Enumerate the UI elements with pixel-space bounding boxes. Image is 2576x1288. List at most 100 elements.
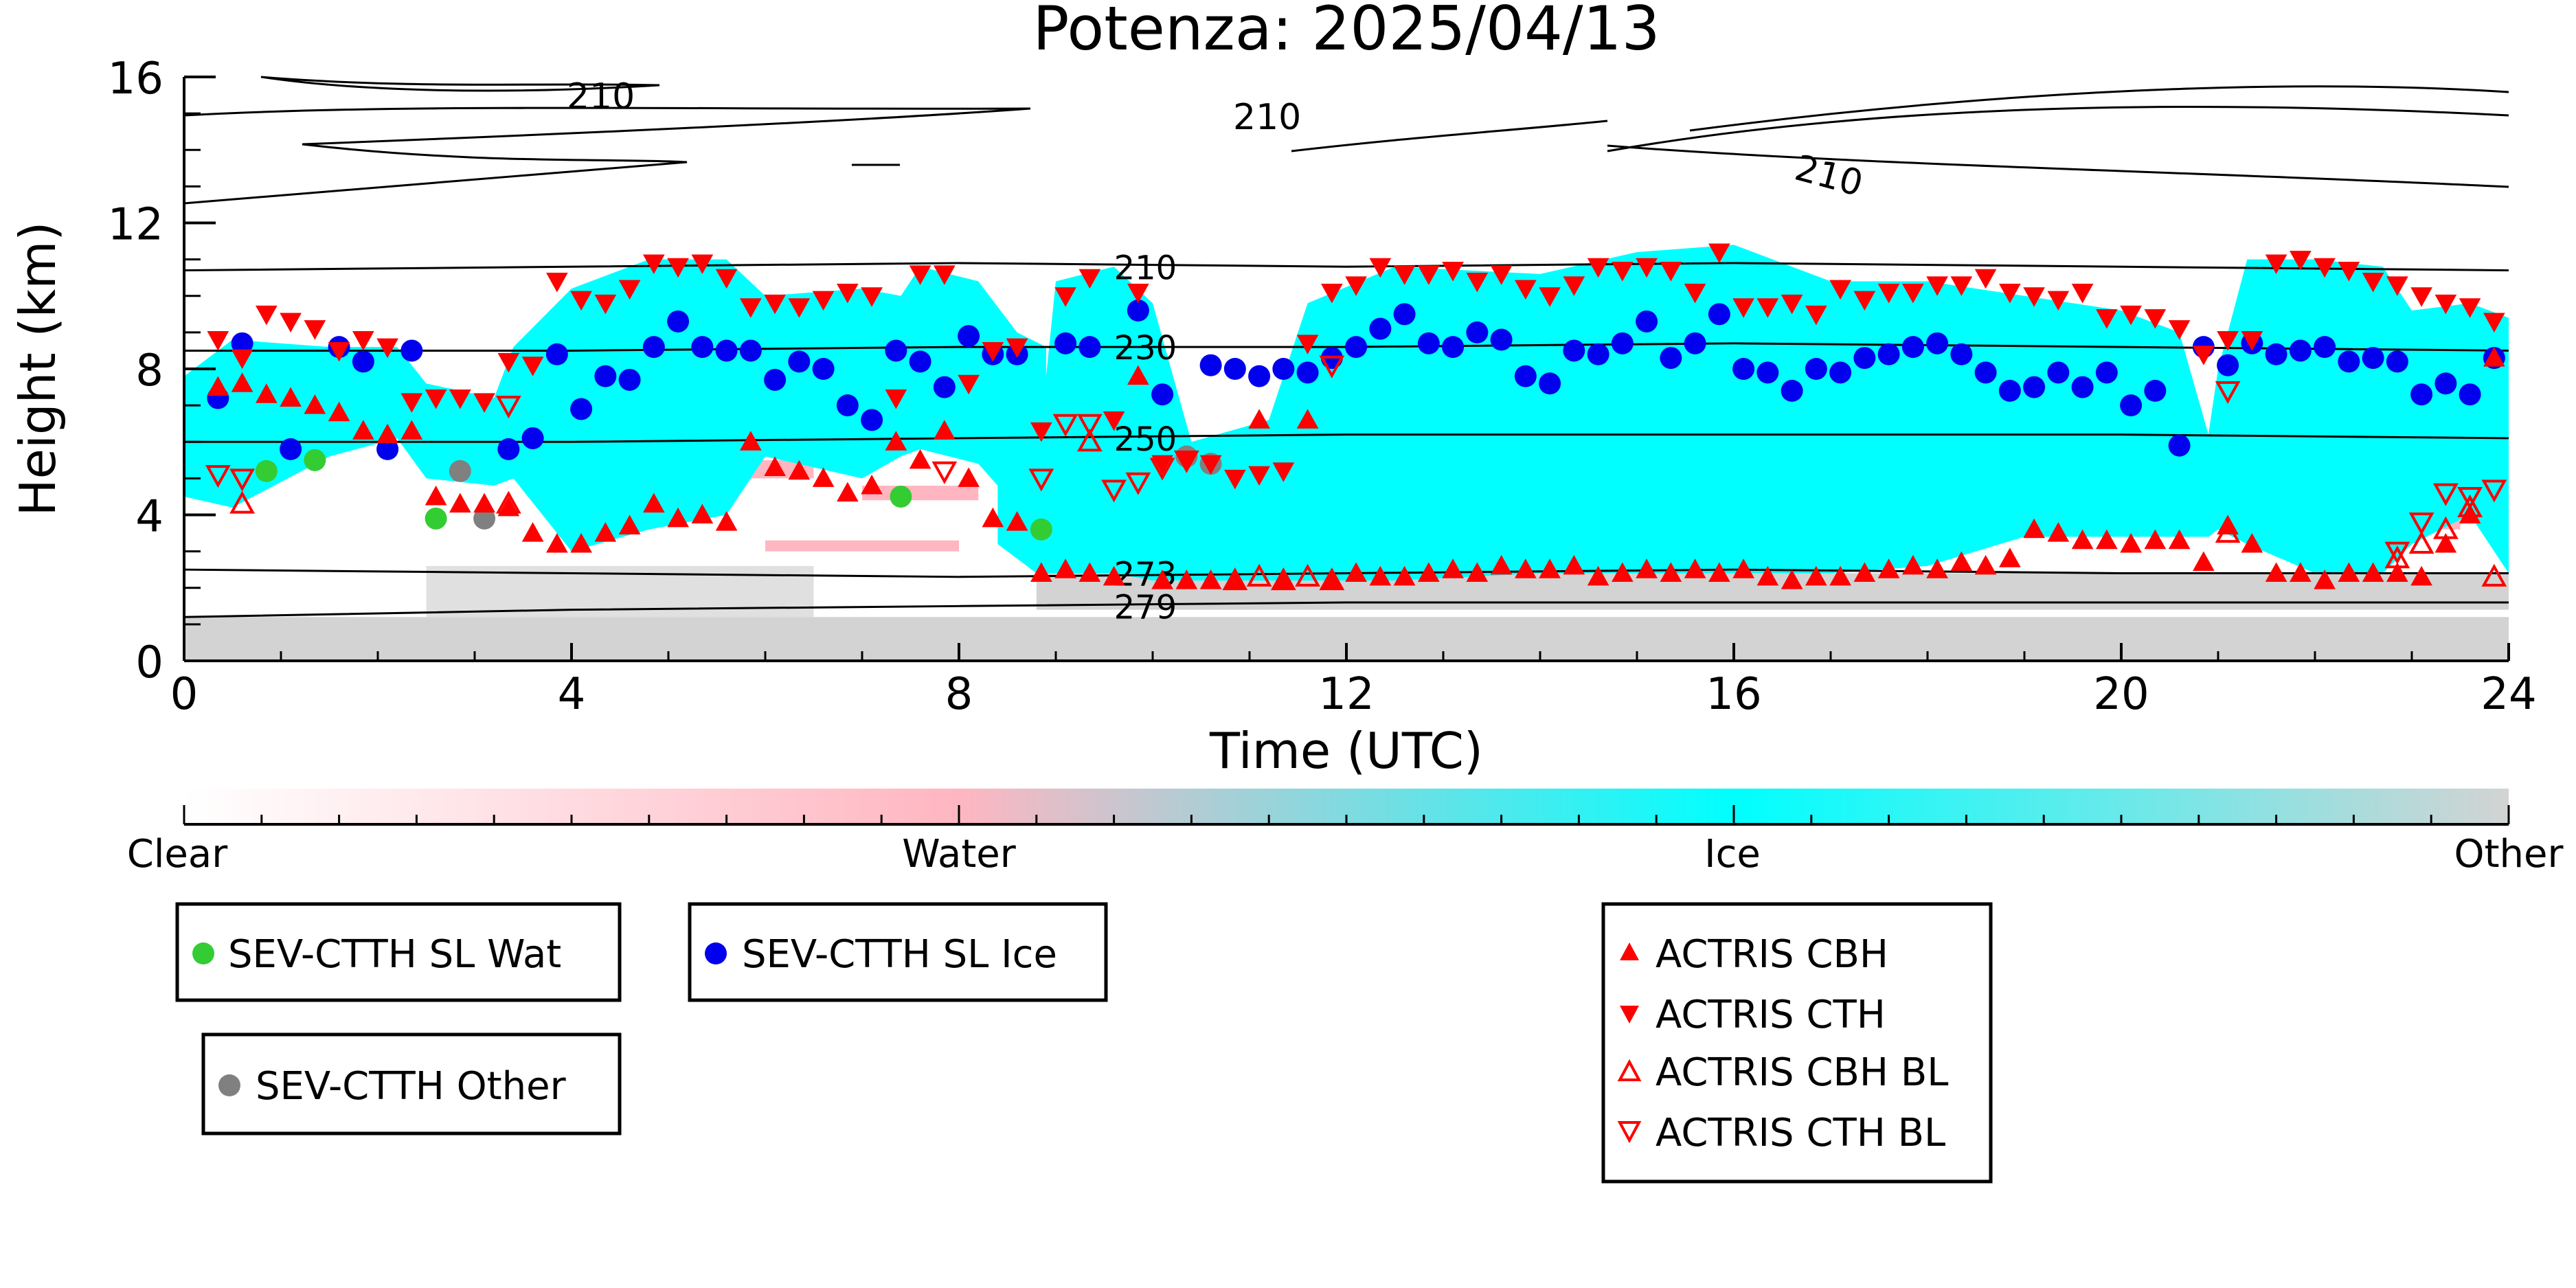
marker-point xyxy=(376,338,398,359)
marker-point xyxy=(1393,303,1416,326)
legend-sev-ice: SEV-CTTH SL Ice xyxy=(688,902,1108,1002)
marker-point xyxy=(812,291,835,311)
cloud-mask-shading xyxy=(184,245,2509,661)
series-3 xyxy=(207,347,2505,589)
marker-point xyxy=(229,468,255,492)
x-tick-label: 16 xyxy=(1706,669,1761,720)
marker-point xyxy=(280,387,302,407)
legend-label-cbh: ACTRIS CBH xyxy=(1656,932,1888,977)
marker-point xyxy=(740,431,762,451)
marker-point xyxy=(1563,339,1585,362)
marker-point xyxy=(2459,298,2481,318)
marker-point xyxy=(2434,532,2457,553)
marker-point xyxy=(594,294,617,315)
upper-contour xyxy=(1607,85,2509,188)
marker-point xyxy=(1660,262,1682,282)
marker-point xyxy=(2408,530,2434,554)
x-tick-label: 24 xyxy=(2481,669,2536,720)
marker-point xyxy=(425,389,447,409)
contour-250-2 xyxy=(184,433,2509,443)
marker-point xyxy=(2265,254,2287,274)
y-tick-label: 0 xyxy=(135,637,163,688)
marker-point xyxy=(1101,479,1127,503)
marker-point xyxy=(1151,383,1174,406)
marker-point xyxy=(1539,558,1561,578)
marker-point xyxy=(1319,567,1345,591)
marker-point xyxy=(2120,305,2142,326)
marker-point xyxy=(2386,276,2408,296)
legend-marker-sev-other xyxy=(218,1074,240,1096)
legend-marker-sev-ice xyxy=(705,942,727,964)
marker-point xyxy=(1974,269,1997,289)
marker-point xyxy=(715,269,738,289)
marker-point xyxy=(2217,354,2239,376)
upper-contour xyxy=(1291,120,1608,152)
marker-point xyxy=(2289,339,2312,362)
marker-point xyxy=(1974,554,1997,575)
marker-point xyxy=(931,461,958,484)
marker-point xyxy=(1877,283,1900,304)
marker-point xyxy=(1660,562,1682,582)
marker-point xyxy=(837,283,859,304)
marker-point xyxy=(594,522,617,542)
marker-point xyxy=(1442,336,1465,359)
marker-point xyxy=(1127,365,1149,385)
marker-point xyxy=(2483,313,2505,332)
marker-point xyxy=(715,511,738,531)
marker-point xyxy=(861,409,883,431)
marker-point xyxy=(1030,518,1052,541)
marker-point xyxy=(1248,466,1270,486)
marker-point xyxy=(2215,519,2241,543)
marker-point xyxy=(1490,554,1513,575)
marker-point xyxy=(667,310,690,332)
marker-point xyxy=(764,456,786,476)
legend-actris: ACTRIS CBH ACTRIS CTH ACTRIS CBH BL ACTR… xyxy=(1601,902,1993,1184)
legend-label-cbh-bl: ACTRIS CBH BL xyxy=(1656,1050,1948,1095)
marker-point xyxy=(1853,347,1876,370)
marker-point xyxy=(400,420,423,440)
marker-point xyxy=(1466,321,1489,343)
marker-point xyxy=(1296,409,1319,429)
marker-point xyxy=(812,358,835,380)
marker-point xyxy=(570,291,592,311)
marker-point xyxy=(885,339,907,362)
marker-point xyxy=(2193,551,2215,572)
marker-point xyxy=(1054,558,1076,578)
marker-point xyxy=(1417,332,1440,354)
marker-point xyxy=(618,280,641,300)
marker-point xyxy=(2384,541,2410,565)
marker-point xyxy=(1272,358,1295,380)
marker-point xyxy=(2314,569,2336,589)
contour-210-0 xyxy=(183,262,2509,272)
marker-point xyxy=(1295,563,1320,587)
marker-point xyxy=(1052,414,1078,437)
marker-point xyxy=(788,350,811,373)
marker-point xyxy=(1999,547,2021,567)
marker-point xyxy=(1732,558,1754,578)
marker-point xyxy=(546,273,568,293)
marker-point xyxy=(1466,562,1489,582)
marker-point xyxy=(643,493,665,513)
marker-point xyxy=(1781,294,1803,315)
legend-marker-sev-wat xyxy=(192,942,214,964)
upper-contour-label: 210 xyxy=(567,76,635,117)
marker-point xyxy=(1076,429,1103,452)
marker-point xyxy=(2314,336,2336,359)
marker-point xyxy=(473,493,495,513)
marker-point xyxy=(546,532,568,553)
marker-point xyxy=(425,507,447,530)
marker-point xyxy=(691,254,714,274)
marker-point xyxy=(2144,309,2167,329)
legend-marker-cth-bl xyxy=(1617,1121,1642,1144)
marker-point xyxy=(812,467,835,487)
marker-point xyxy=(2338,562,2360,582)
marker-point xyxy=(885,431,907,451)
marker-point xyxy=(1442,262,1464,282)
marker-point xyxy=(1345,336,1368,359)
marker-point xyxy=(2217,331,2239,351)
legend-sev-wat: SEV-CTTH SL Wat xyxy=(175,902,622,1002)
marker-point xyxy=(304,394,326,414)
marker-point xyxy=(1781,379,1803,402)
marker-point xyxy=(1199,455,1222,475)
marker-point xyxy=(1950,276,1973,296)
